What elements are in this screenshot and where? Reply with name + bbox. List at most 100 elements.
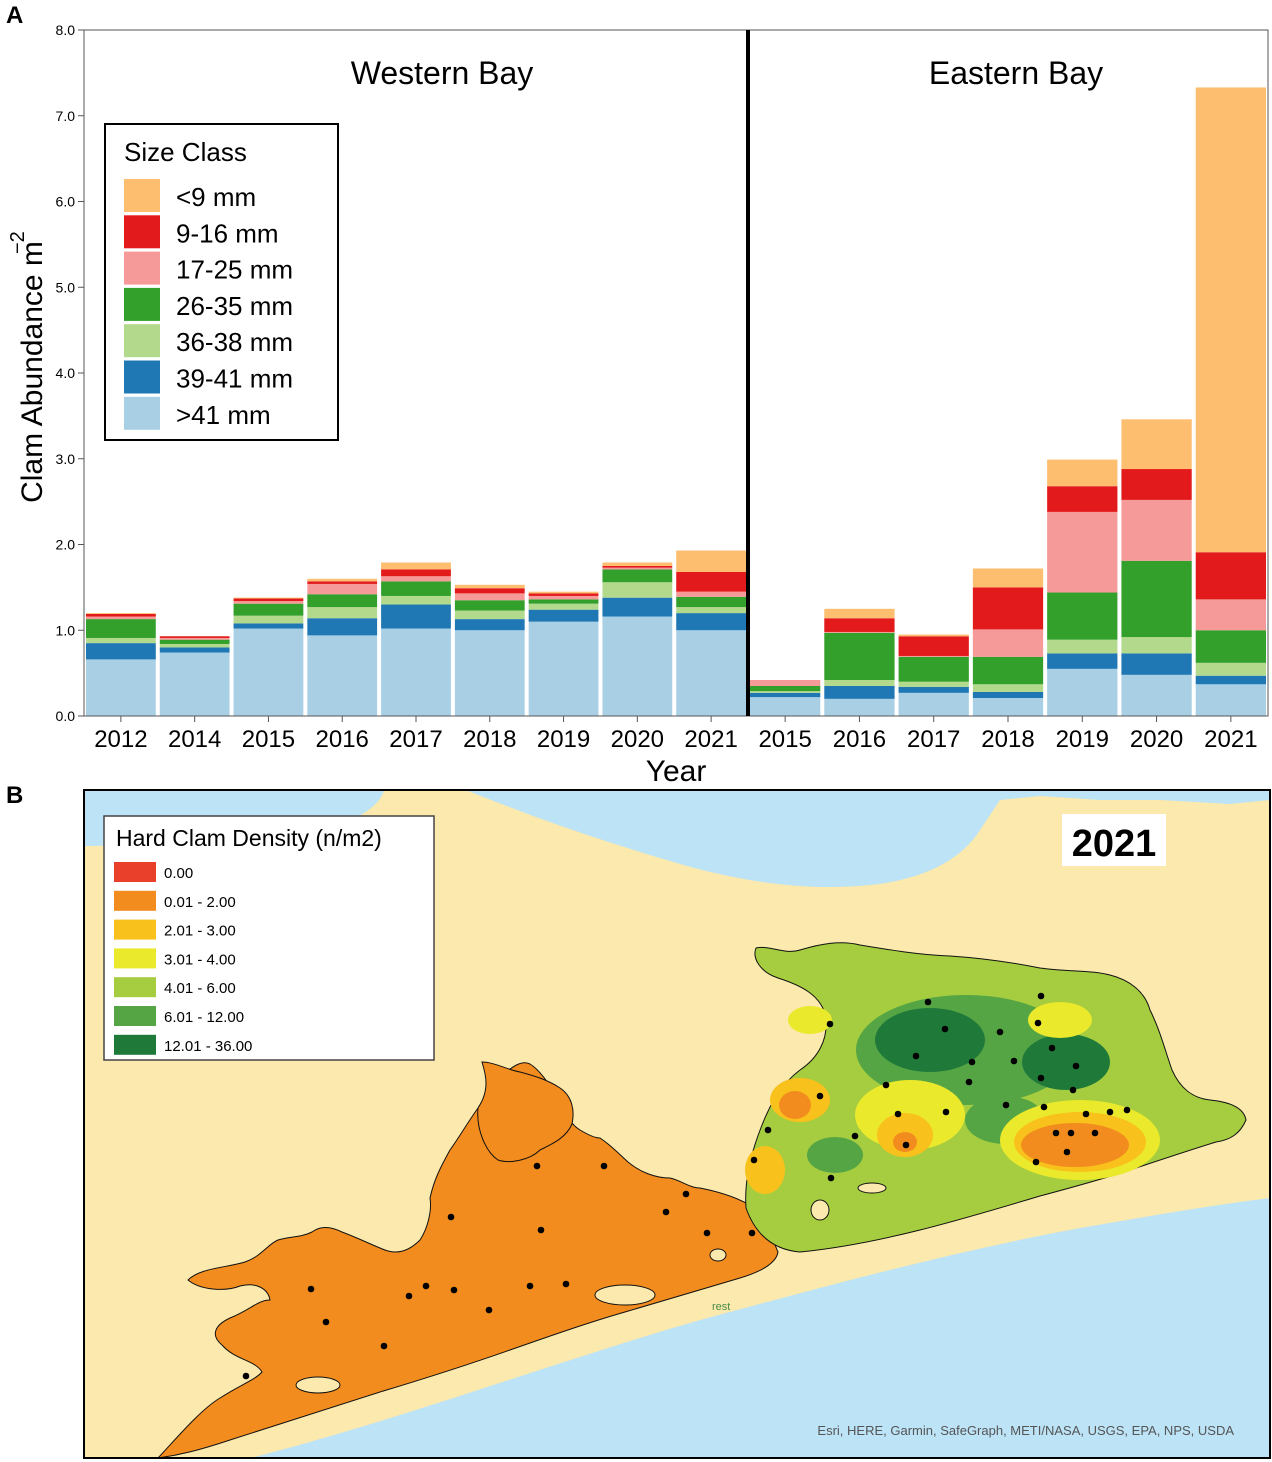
- density-patch: [807, 1137, 863, 1173]
- bar-segment: [233, 603, 304, 616]
- sample-dot: [1010, 1057, 1018, 1065]
- legend-swatch: [124, 179, 160, 212]
- bar-segment: [1195, 552, 1266, 600]
- bar-segment: [159, 637, 230, 640]
- bar-segment: [602, 562, 673, 566]
- sample-dot: [1123, 1106, 1131, 1114]
- abundance-bar-chart: 0.0 1.0 2.0 3.0 4.0 5.0 6.0 7.0 8.0 2012 2014 2015 2…: [7, 22, 1269, 788]
- bar-segment: [86, 637, 156, 644]
- density-legend-swatch: [114, 1034, 156, 1055]
- bar-segment: [1195, 675, 1266, 685]
- bar-segment: [602, 582, 673, 598]
- x-tick-label: 2020: [611, 726, 664, 753]
- sample-dot: [485, 1306, 493, 1314]
- legend-swatch: [124, 396, 160, 430]
- bar-segment: [676, 630, 746, 716]
- sample-dot: [1034, 1019, 1042, 1027]
- sample-dot: [380, 1342, 388, 1350]
- bar-segment: [898, 655, 969, 657]
- group-title-western-bay: Western Bay: [351, 55, 534, 91]
- bar-segment: [454, 600, 525, 611]
- sample-dot: [405, 1292, 413, 1300]
- y-tick-label: 5.0: [56, 279, 76, 295]
- sample-dot: [968, 1058, 976, 1066]
- bar-segment: [233, 598, 304, 602]
- legend-label: 9-16 mm: [176, 218, 279, 248]
- western-bay-lobe: [477, 1061, 574, 1163]
- sample-dot: [526, 1282, 534, 1290]
- bar-segment: [1047, 639, 1118, 654]
- sample-dot: [242, 1372, 250, 1380]
- bar-segment: [1195, 87, 1266, 553]
- island: [295, 1376, 341, 1394]
- island: [857, 1182, 887, 1194]
- bar-segment: [972, 656, 1044, 685]
- sample-dot: [662, 1208, 670, 1216]
- sample-dot: [1037, 992, 1045, 1000]
- bar-segment: [1195, 684, 1266, 716]
- bar-segment: [86, 613, 156, 617]
- bar-segment: [233, 628, 304, 716]
- sample-dot: [1048, 1044, 1056, 1052]
- density-legend-title: Hard Clam Density (n/m2): [116, 825, 382, 851]
- density-legend-label: 0.01 - 2.00: [164, 894, 236, 911]
- bar-segment: [86, 619, 156, 638]
- density-patch: [1028, 1002, 1092, 1038]
- bar-segment: [1195, 662, 1266, 676]
- x-tick-label: 2021: [684, 726, 737, 753]
- bar-segment: [159, 647, 230, 653]
- bar-segment: [307, 594, 378, 608]
- sample-dot: [912, 1052, 920, 1060]
- island: [594, 1284, 656, 1306]
- bar-segment: [307, 635, 378, 716]
- map-frame: [83, 789, 1271, 1459]
- bar-segment: [1121, 653, 1192, 675]
- density-patch: [1022, 1034, 1110, 1090]
- sample-dot: [750, 1156, 758, 1164]
- sample-dot: [1063, 1148, 1071, 1156]
- bar-segment: [381, 628, 451, 716]
- sample-dot: [447, 1213, 455, 1221]
- sample-dot: [1037, 1074, 1045, 1082]
- sample-dot: [965, 1078, 973, 1086]
- bar-segment: [528, 591, 599, 594]
- panel-b-label: B: [6, 782, 24, 809]
- legend-label: >41 mm: [176, 400, 271, 430]
- sample-dot: [1002, 1101, 1010, 1109]
- density-patch: [788, 1006, 832, 1034]
- sample-dot: [537, 1226, 545, 1234]
- bar-segment: [1047, 459, 1118, 487]
- svg-text:Clam Abundance m: Clam Abundance m: [16, 241, 49, 503]
- density-legend-swatch: [114, 1006, 156, 1026]
- bar-segment: [602, 569, 673, 583]
- group-title-eastern-bay: Eastern Bay: [929, 55, 1103, 91]
- bar-segment: [381, 576, 451, 582]
- island: [810, 1199, 830, 1221]
- bar-segment: [307, 607, 378, 619]
- x-tick-label: 2017: [389, 726, 442, 753]
- density-legend-label: 4.01 - 6.00: [164, 980, 236, 997]
- bar-segment: [1121, 419, 1192, 470]
- legend-label: 26-35 mm: [176, 291, 293, 321]
- bar-segment: [750, 691, 821, 693]
- bar-segment: [676, 591, 746, 597]
- bar-segment: [898, 636, 969, 656]
- map-small-label: rest: [712, 1301, 730, 1313]
- sample-dot: [942, 1108, 950, 1116]
- legend-label: 17-25 mm: [176, 255, 293, 285]
- bar-segment: [454, 584, 525, 589]
- sample-dot: [322, 1318, 330, 1326]
- sample-dot: [902, 1141, 910, 1149]
- bar-segment: [898, 681, 969, 687]
- y-tick-label: 7.0: [56, 108, 76, 124]
- y-tick-label: 8.0: [56, 22, 76, 38]
- size-class-legend: Size Class <9 mm 9-16 mm 17-25 mm 26-35 mm 3…: [104, 123, 339, 441]
- bar-segment: [1047, 511, 1118, 593]
- bar-segment: [972, 691, 1044, 698]
- bar-segment: [824, 698, 895, 716]
- density-patch: [779, 1091, 811, 1119]
- bar-segment: [824, 618, 895, 632]
- bar-segment: [381, 595, 451, 605]
- y-axis-label: Clam Abundance m −2: [7, 231, 49, 503]
- bar-segment: [86, 613, 156, 614]
